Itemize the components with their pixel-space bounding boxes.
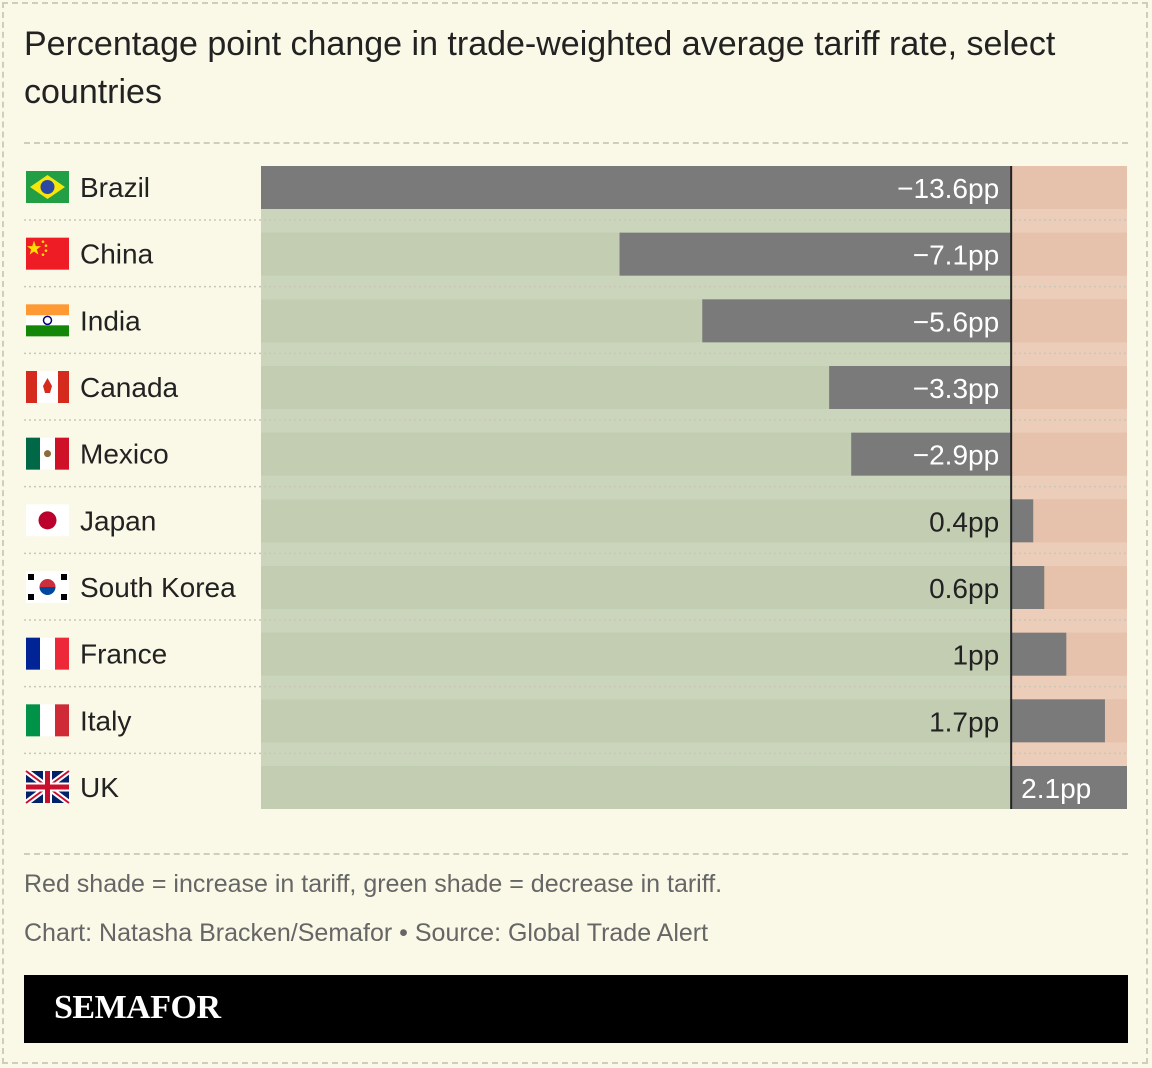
- data-label: 1pp: [952, 640, 999, 671]
- country-label: India: [80, 305, 141, 336]
- increase-shade-band: [1011, 432, 1127, 476]
- uk-flag-icon: [24, 768, 71, 806]
- country-label: UK: [80, 772, 119, 803]
- increase-shade-band: [1011, 366, 1127, 409]
- country-label: China: [80, 239, 154, 270]
- brand-bar: SEMAFOR: [24, 975, 1128, 1043]
- data-label: 1.7pp: [929, 706, 999, 737]
- divider-bottom: [24, 853, 1128, 855]
- data-label: −13.6pp: [897, 173, 999, 204]
- country-label: Japan: [80, 505, 156, 536]
- data-label: 2.1pp: [1021, 773, 1091, 804]
- legend-note: Red shade = increase in tariff, green sh…: [24, 870, 723, 898]
- divider-top: [24, 142, 1128, 144]
- country-label: France: [80, 639, 167, 670]
- south-korea-flag-icon: [26, 571, 69, 603]
- data-label: −3.3pp: [913, 373, 999, 404]
- country-label: Brazil: [80, 172, 150, 203]
- data-label: −2.9pp: [913, 440, 999, 471]
- bar: [619, 232, 1012, 276]
- bar: [261, 166, 1012, 209]
- increase-shade-band: [1011, 299, 1127, 343]
- bar: [1011, 499, 1034, 543]
- country-label: Italy: [80, 705, 131, 736]
- bar: [1011, 699, 1105, 743]
- india-flag-icon: [26, 304, 69, 337]
- bar: [702, 299, 1012, 343]
- japan-flag-icon: [26, 504, 69, 537]
- increase-shade-band: [1011, 166, 1127, 209]
- data-label: 0.6pp: [929, 573, 999, 604]
- decrease-shade-band: [261, 566, 1012, 609]
- country-label: Mexico: [80, 439, 169, 470]
- bar: [1011, 566, 1045, 609]
- data-label: −5.6pp: [913, 306, 999, 337]
- bar: [1011, 766, 1127, 809]
- country-label: South Korea: [80, 572, 236, 603]
- decrease-shade-band: [261, 766, 1012, 809]
- decrease-shade-band: [261, 632, 1012, 676]
- decrease-shade-band: [261, 699, 1012, 743]
- data-label: −7.1pp: [913, 240, 999, 271]
- bar: [1011, 632, 1067, 676]
- semafor-logo: SEMAFOR: [54, 989, 221, 1026]
- bar: [851, 432, 1012, 476]
- france-flag-icon: [26, 637, 69, 670]
- country-label: Canada: [80, 372, 179, 403]
- chart-title: Percentage point change in trade-weighte…: [24, 25, 1056, 111]
- increase-shade-band: [1011, 232, 1127, 276]
- credit-note: Chart: Natasha Bracken/Semafor • Source:…: [24, 919, 709, 947]
- china-flag-icon: [26, 237, 69, 270]
- mexico-flag-icon: [26, 437, 69, 470]
- canada-flag-icon: [26, 371, 69, 403]
- bar: [829, 366, 1012, 409]
- italy-flag-icon: [26, 704, 69, 737]
- data-label: 0.4pp: [929, 506, 999, 537]
- decrease-shade-band: [261, 499, 1012, 543]
- brazil-flag-icon: [26, 171, 69, 203]
